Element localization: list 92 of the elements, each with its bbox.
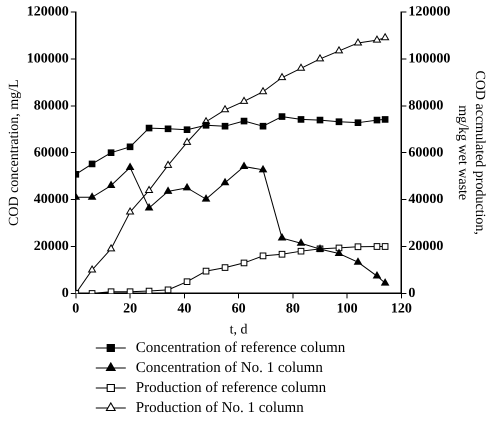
point [354, 243, 362, 250]
y-tick-label: 120000 [26, 4, 69, 20]
point [222, 122, 228, 130]
y-tick-label: 0 [62, 286, 69, 302]
y-tick-label: 80000 [34, 98, 69, 114]
point [145, 186, 154, 193]
point [278, 234, 286, 241]
point [164, 160, 172, 168]
point [373, 272, 381, 279]
point [374, 116, 380, 124]
point [183, 183, 192, 190]
legend-label: Production of reference column [136, 380, 327, 396]
point [126, 144, 134, 150]
point [126, 162, 134, 170]
x-tick-label: 100 [336, 301, 358, 316]
point [382, 116, 388, 123]
point [202, 194, 210, 202]
y2-tick-label: 60000 [408, 145, 444, 160]
y-tick-label: 40000 [34, 192, 69, 208]
point [298, 116, 304, 123]
point [336, 118, 342, 126]
point [316, 116, 324, 124]
y2-tick-label: 40000 [408, 192, 444, 208]
point [221, 105, 229, 112]
point [108, 288, 114, 294]
point [240, 260, 248, 266]
point [335, 249, 343, 256]
y2-tick-label: 80000 [408, 98, 444, 114]
point [382, 243, 388, 250]
y2-tick-label: 100000 [408, 52, 450, 67]
point [107, 181, 116, 188]
point [278, 113, 286, 120]
point [260, 122, 266, 130]
point [240, 118, 248, 124]
point [259, 87, 267, 94]
point [164, 186, 172, 194]
y-tick-label: 20000 [34, 239, 69, 254]
point [202, 268, 210, 274]
point [335, 46, 343, 54]
point [107, 244, 116, 252]
y2-tick-label: 0 [408, 286, 416, 302]
y2-tick-label: 120000 [408, 4, 450, 20]
point [108, 149, 114, 156]
x-tick-label: 20 [123, 301, 138, 316]
point [88, 160, 96, 168]
x-tick-label: 40 [177, 301, 192, 316]
y2-tick-label: 20000 [408, 239, 444, 254]
y-tick-label: 100000 [26, 52, 69, 67]
x-tick-label: 120 [390, 301, 412, 316]
point [259, 165, 267, 172]
point [381, 33, 390, 40]
point [354, 119, 362, 126]
point [354, 258, 362, 265]
point [297, 238, 305, 246]
point [298, 248, 304, 255]
point [184, 278, 190, 286]
point [374, 243, 380, 250]
y2-axis-title: COD accmulated production, mg/kg wet waste [455, 70, 487, 235]
point [354, 38, 362, 46]
point [126, 288, 134, 294]
point [146, 124, 152, 132]
point [316, 54, 324, 62]
point [88, 265, 96, 272]
point [278, 73, 286, 80]
point [164, 125, 172, 132]
point [146, 288, 152, 294]
point [222, 264, 228, 271]
y-tick-label: 60000 [34, 145, 69, 160]
point [260, 252, 266, 260]
legend-label: Production of No. 1 column [136, 400, 304, 416]
point [297, 64, 305, 71]
point [381, 278, 390, 286]
point [183, 138, 192, 145]
legend-label: Concentration of reference column [136, 340, 346, 356]
point [336, 244, 342, 252]
point [221, 178, 229, 186]
point [240, 162, 248, 170]
x-tick-label: 0 [72, 301, 80, 316]
x-tick-label: 60 [232, 301, 246, 316]
y-axis-title: COD concentration, mg/L [7, 79, 22, 226]
x-axis-title: t, d [230, 322, 248, 338]
point [278, 250, 286, 258]
point [184, 126, 190, 134]
x-tick-label: 80 [286, 301, 300, 316]
point [126, 208, 134, 215]
point [240, 96, 248, 104]
point [202, 122, 210, 129]
legend-label: Concentration of No. 1 column [136, 360, 324, 376]
point [145, 204, 154, 211]
point [373, 36, 381, 43]
point [164, 286, 172, 294]
point [88, 192, 96, 200]
